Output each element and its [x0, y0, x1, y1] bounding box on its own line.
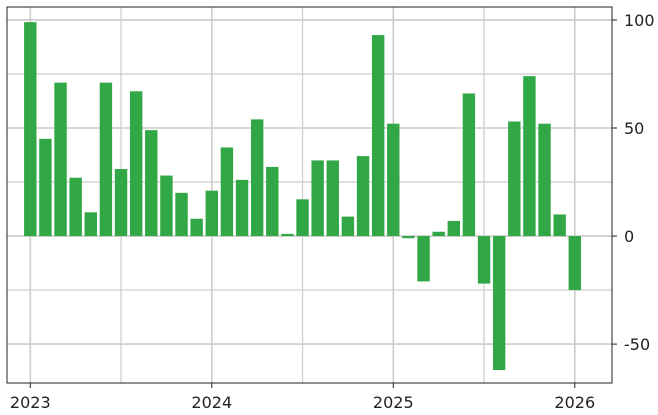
bar-2026-01 [568, 236, 581, 291]
y-tick-label-0: 0 [624, 227, 634, 246]
x-tick-label-2025: 2025 [373, 393, 414, 412]
x-axis: 2023 2024 2025 2026 [10, 383, 595, 412]
bar-2023-04 [69, 177, 82, 237]
bar-2024-11 [356, 156, 370, 237]
bar-2024-05 [266, 166, 279, 237]
bar-2025-12 [553, 214, 566, 237]
bar-2025-02 [402, 236, 415, 239]
y-tick-label-50: 50 [624, 119, 644, 138]
bar-2024-12 [371, 35, 385, 237]
bar-2023-07 [114, 169, 128, 237]
bar-2025-03 [417, 236, 430, 282]
bar-2023-09 [145, 130, 158, 237]
bar-2023-02 [39, 138, 52, 237]
bar-2025-06 [462, 93, 476, 237]
bar-2024-01 [205, 190, 218, 237]
bar-2025-07 [477, 236, 491, 284]
bar-2024-09 [326, 160, 339, 237]
bar-2023-08 [129, 91, 143, 237]
bar-2024-02 [220, 147, 234, 237]
bar-2025-11 [538, 123, 551, 237]
bar-2025-09 [508, 121, 521, 237]
bar-2025-10 [523, 76, 536, 237]
bar-2024-04 [250, 119, 264, 237]
y-axis: 100 50 0 -50 [612, 11, 655, 354]
bar-2023-03 [54, 82, 67, 237]
bar-2024-08 [311, 160, 324, 237]
bar-2024-07 [296, 199, 309, 237]
x-tick-label-2023: 2023 [10, 393, 51, 412]
x-tick-label-2024: 2024 [191, 393, 232, 412]
bar-2025-08 [492, 236, 506, 371]
bar-2023-06 [99, 82, 113, 237]
grid [7, 7, 612, 383]
bar-2023-12 [190, 218, 203, 237]
bar-2024-10 [341, 216, 355, 237]
plot-frame [6, 6, 613, 384]
bar-2025-04 [432, 231, 445, 237]
bar-2024-03 [235, 179, 249, 237]
bar-2023-05 [84, 212, 97, 237]
bar-2025-01 [387, 123, 400, 237]
y-tick-label-100: 100 [624, 11, 655, 30]
bars [24, 22, 581, 371]
bar-2025-05 [447, 220, 460, 237]
bar-2023-10 [160, 175, 173, 237]
x-tick-label-2026: 2026 [554, 393, 595, 412]
bar-2023-01 [24, 22, 37, 237]
bar-2023-11 [175, 192, 188, 237]
bar-2024-06 [281, 233, 294, 237]
y-tick-label--50: -50 [624, 335, 650, 354]
